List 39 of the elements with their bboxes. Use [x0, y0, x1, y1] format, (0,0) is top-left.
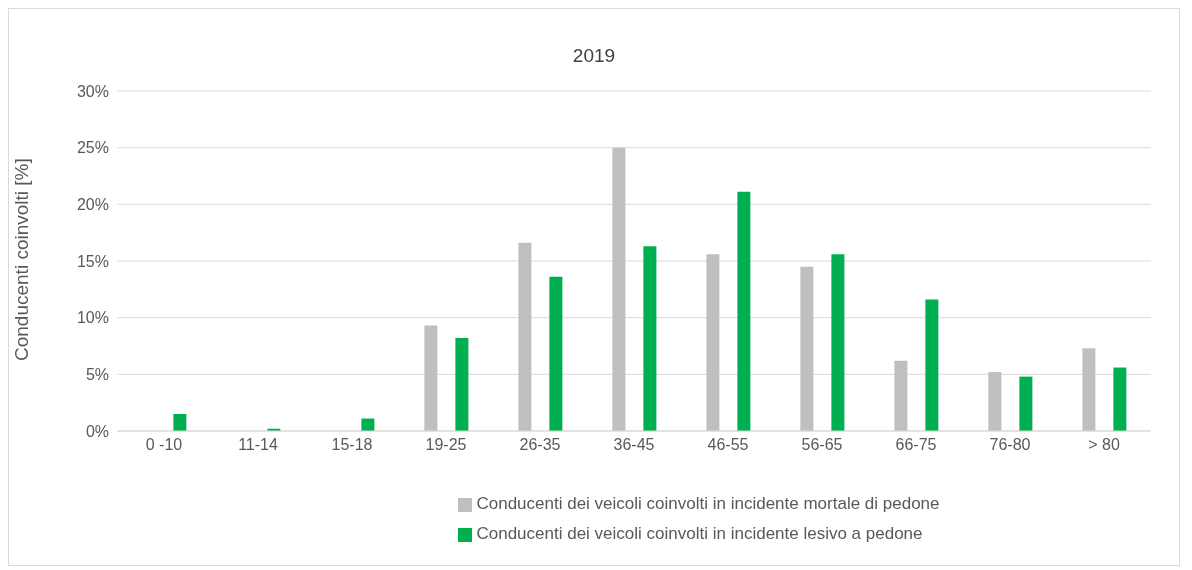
bar: [549, 276, 563, 431]
x-tick-label: 0 -10: [145, 436, 183, 454]
bar: [706, 254, 720, 431]
legend-label: Conducenti dei veicoli coinvolti in incidente lesivo a pedone: [476, 524, 923, 543]
y-tick-label: 15%: [76, 252, 109, 270]
y-tick-label: 0%: [85, 422, 109, 440]
x-tick-label: 19-25: [425, 436, 467, 454]
bar: [424, 325, 438, 431]
bar: [800, 266, 814, 431]
x-tick-label: 15-18: [331, 436, 373, 454]
bar: [1113, 367, 1127, 431]
y-tick-label: 10%: [76, 309, 109, 327]
y-axis-title: Conducenti coinvolti [%]: [10, 158, 32, 361]
bar: [173, 414, 187, 431]
bar: [737, 191, 751, 431]
chart-title: 2019: [571, 45, 617, 67]
bar: [518, 242, 532, 431]
x-tick-label: 66-75: [895, 436, 937, 454]
bar: [894, 360, 908, 431]
x-tick-label: 26-35: [519, 436, 561, 454]
x-tick-label: 56-65: [801, 436, 843, 454]
x-tick-label: 46-55: [707, 436, 749, 454]
y-tick-label: 30%: [76, 82, 109, 100]
legend-label: Conducenti dei veicoli coinvolti in incidente mortale di pedone: [476, 494, 940, 513]
bar: [1019, 376, 1033, 431]
bar: [643, 246, 657, 431]
y-tick-label: 20%: [76, 196, 109, 214]
x-tick-label: > 80: [1088, 436, 1120, 454]
bar: [612, 147, 626, 431]
bar: [831, 254, 845, 431]
y-tick-label: 25%: [76, 139, 109, 157]
bar: [925, 299, 939, 431]
bar: [1082, 348, 1096, 431]
y-tick-label: 5%: [85, 366, 109, 384]
x-tick-label: 36-45: [613, 436, 655, 454]
bar: [455, 338, 469, 431]
x-tick-label: 11-14: [238, 436, 278, 454]
bar: [988, 372, 1002, 431]
x-tick-label: 76-80: [989, 436, 1031, 454]
